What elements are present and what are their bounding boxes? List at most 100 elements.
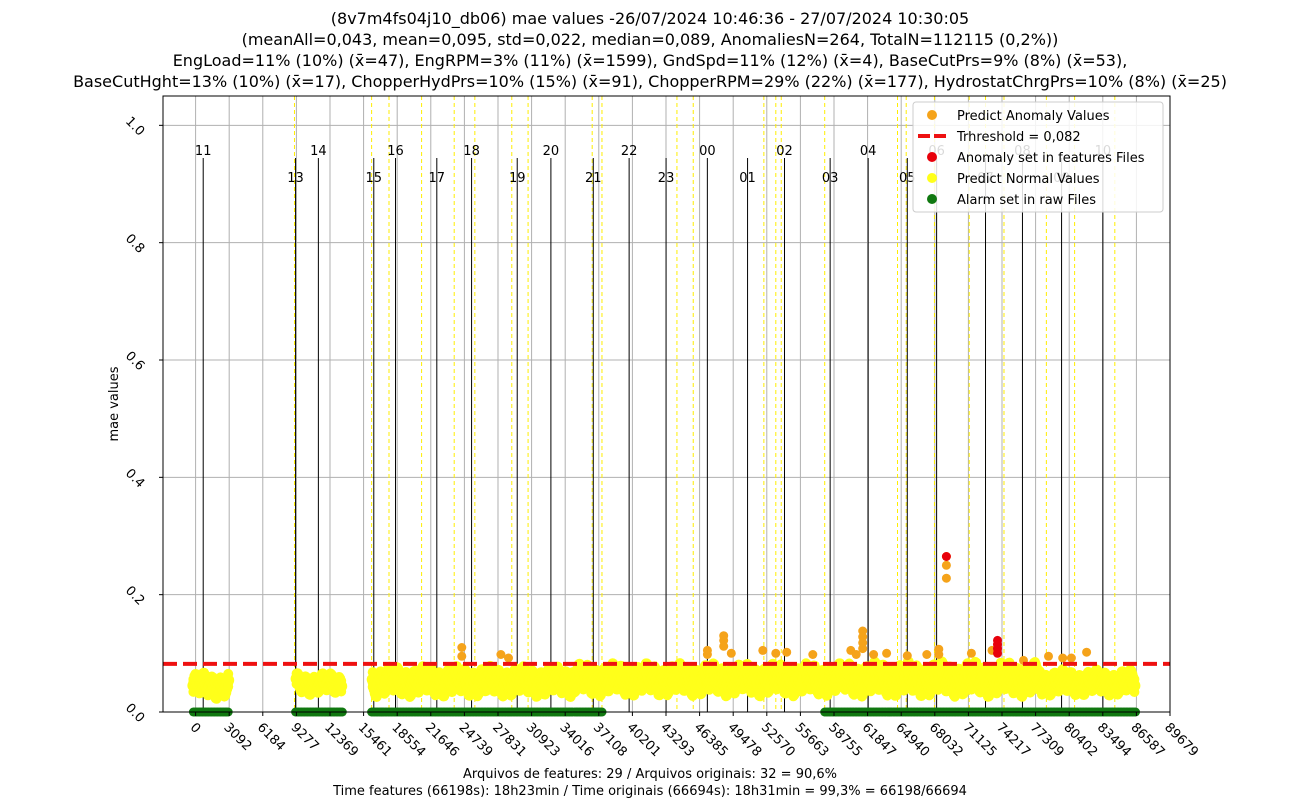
x-tick-label: 15461: [355, 720, 395, 760]
x-tick-label: 21646: [422, 720, 462, 760]
x-tick-label: 52570: [758, 720, 798, 760]
chart-title-line-4: BaseCutHght=13% (10%) (x̄=17), ChopperHy…: [73, 72, 1227, 91]
x-tick-label: 12369: [321, 720, 361, 760]
y-tick-label: 0.8: [122, 231, 147, 256]
hour-marker-label: 04: [860, 144, 877, 159]
normal-point: [223, 668, 234, 679]
legend-dot-marker: [927, 173, 937, 183]
predict-anomaly-point: [457, 651, 467, 661]
hour-marker-label: 17: [429, 171, 446, 186]
predict-anomaly-point: [808, 650, 818, 659]
legend-entry-label: Trhreshold = 0,082: [956, 130, 1081, 145]
hour-marker-label: 01: [739, 171, 756, 186]
x-tick-label: 49478: [724, 720, 764, 760]
chart-title-line-1: (8v7m4fs04j10_db06) mae values -26/07/20…: [330, 9, 970, 28]
x-tick-label: 55663: [792, 720, 832, 760]
y-tick-label: 0.6: [122, 349, 147, 374]
hour-marker-label: 02: [776, 144, 793, 159]
normal-point: [223, 681, 234, 692]
predict-anomaly-point: [719, 641, 729, 651]
predict-anomaly-point: [496, 650, 506, 659]
plot-frame: [162, 95, 1171, 713]
x-tick-label: 74217: [993, 720, 1033, 760]
hour-marker-label: 13: [287, 171, 304, 186]
predict-anomaly-point: [941, 573, 951, 583]
hour-marker-label: 15: [366, 171, 383, 186]
predict-anomaly-point: [702, 650, 712, 659]
normal-point: [1129, 674, 1140, 685]
predict-anomaly-point: [869, 650, 879, 659]
x-tick-label: 64940: [892, 720, 932, 760]
chart-title-line-2: (meanAll=0,043, mean=0,095, std=0,022, m…: [241, 30, 1059, 49]
x-tick-label: 6184: [254, 720, 288, 754]
anomaly-feature-point: [941, 552, 951, 561]
predict-anomaly-point: [457, 643, 467, 652]
predict-anomaly-point: [771, 648, 781, 658]
predict-anomaly-point: [966, 648, 976, 658]
x-tick-label: 43293: [657, 720, 697, 760]
predict-anomaly-point: [504, 653, 513, 663]
hour-marker-label: 03: [822, 171, 839, 186]
x-tick-label: 61847: [859, 720, 899, 760]
legend-dot-marker: [927, 110, 937, 120]
predict-anomaly-point: [858, 644, 868, 654]
legend-dot-marker: [927, 194, 937, 204]
predict-anomaly-point: [922, 650, 932, 659]
legend-entry-label: Predict Normal Values: [957, 172, 1100, 187]
x-tick-label: 37108: [590, 720, 630, 760]
x-tick-label: 24739: [456, 720, 496, 760]
predict-anomaly-point: [934, 650, 944, 659]
hour-marker-label: 20: [543, 144, 560, 159]
hour-marker-label: 21: [585, 171, 602, 186]
hour-marker-label: 11: [195, 144, 212, 159]
hour-marker-label: 18: [463, 144, 480, 159]
predict-anomaly-point: [1058, 653, 1068, 663]
x-tick-label: 77309: [1027, 720, 1067, 760]
x-tick-label: 68032: [926, 720, 966, 760]
x-tick-label: 83494: [1094, 720, 1134, 760]
x-tick-label: 80402: [1060, 720, 1100, 760]
predict-anomaly-point: [726, 648, 736, 658]
predict-anomaly-point: [1082, 647, 1092, 657]
x-tick-label: 27831: [489, 720, 529, 760]
hour-marker-label: 16: [387, 144, 404, 159]
hour-marker-label: 14: [310, 144, 327, 159]
x-tick-label: 30923: [523, 720, 563, 760]
anomaly-feature-point: [993, 648, 1002, 658]
y-axis-label: mae values: [107, 366, 122, 441]
hour-marker-label: 19: [509, 171, 526, 186]
hour-marker-label: 00: [699, 144, 716, 159]
x-tick-label: 34016: [556, 720, 596, 760]
predict-anomaly-point: [1066, 653, 1076, 663]
x-tick-label: 40201: [624, 720, 664, 760]
predict-anomaly-point: [882, 648, 892, 658]
x-tick-label: 3092: [220, 720, 254, 754]
hour-marker-label: 22: [621, 144, 638, 159]
x-tick-label: 9277: [288, 720, 322, 754]
y-tick-label: 0.4: [122, 466, 147, 491]
x-tick-label: 71125: [960, 720, 1000, 760]
predict-anomaly-point: [902, 651, 912, 661]
x-tick-label: 18554: [388, 720, 428, 760]
normal-point: [336, 686, 347, 697]
chart-title-line-3: EngLoad=11% (10%) (x̄=47), EngRPM=3% (11…: [172, 51, 1128, 70]
y-tick-label: 1.0: [122, 114, 147, 139]
hour-marker-label: 23: [658, 171, 675, 186]
x-tick-label: 46385: [691, 720, 731, 760]
hour-marker-label: 05: [899, 171, 916, 186]
footer-files-summary: Arquivos de features: 29 / Arquivos orig…: [463, 767, 837, 782]
y-tick-label: 0.0: [122, 701, 147, 726]
y-tick-label: 0.2: [122, 583, 147, 608]
predict-anomaly-point: [851, 650, 861, 659]
legend-entry-label: Predict Anomaly Values: [957, 109, 1110, 124]
legend-entry-label: Anomaly set in features Files: [957, 151, 1145, 166]
predict-anomaly-point: [782, 647, 792, 657]
predict-anomaly-point: [941, 560, 951, 570]
legend-box: [912, 101, 1164, 213]
x-tick-label: 86587: [1128, 720, 1168, 760]
footer-time-summary: Time features (66198s): 18h23min / Time …: [333, 784, 967, 799]
predict-anomaly-point: [758, 645, 768, 655]
normal-point: [336, 675, 347, 686]
predict-anomaly-point: [1044, 651, 1053, 661]
